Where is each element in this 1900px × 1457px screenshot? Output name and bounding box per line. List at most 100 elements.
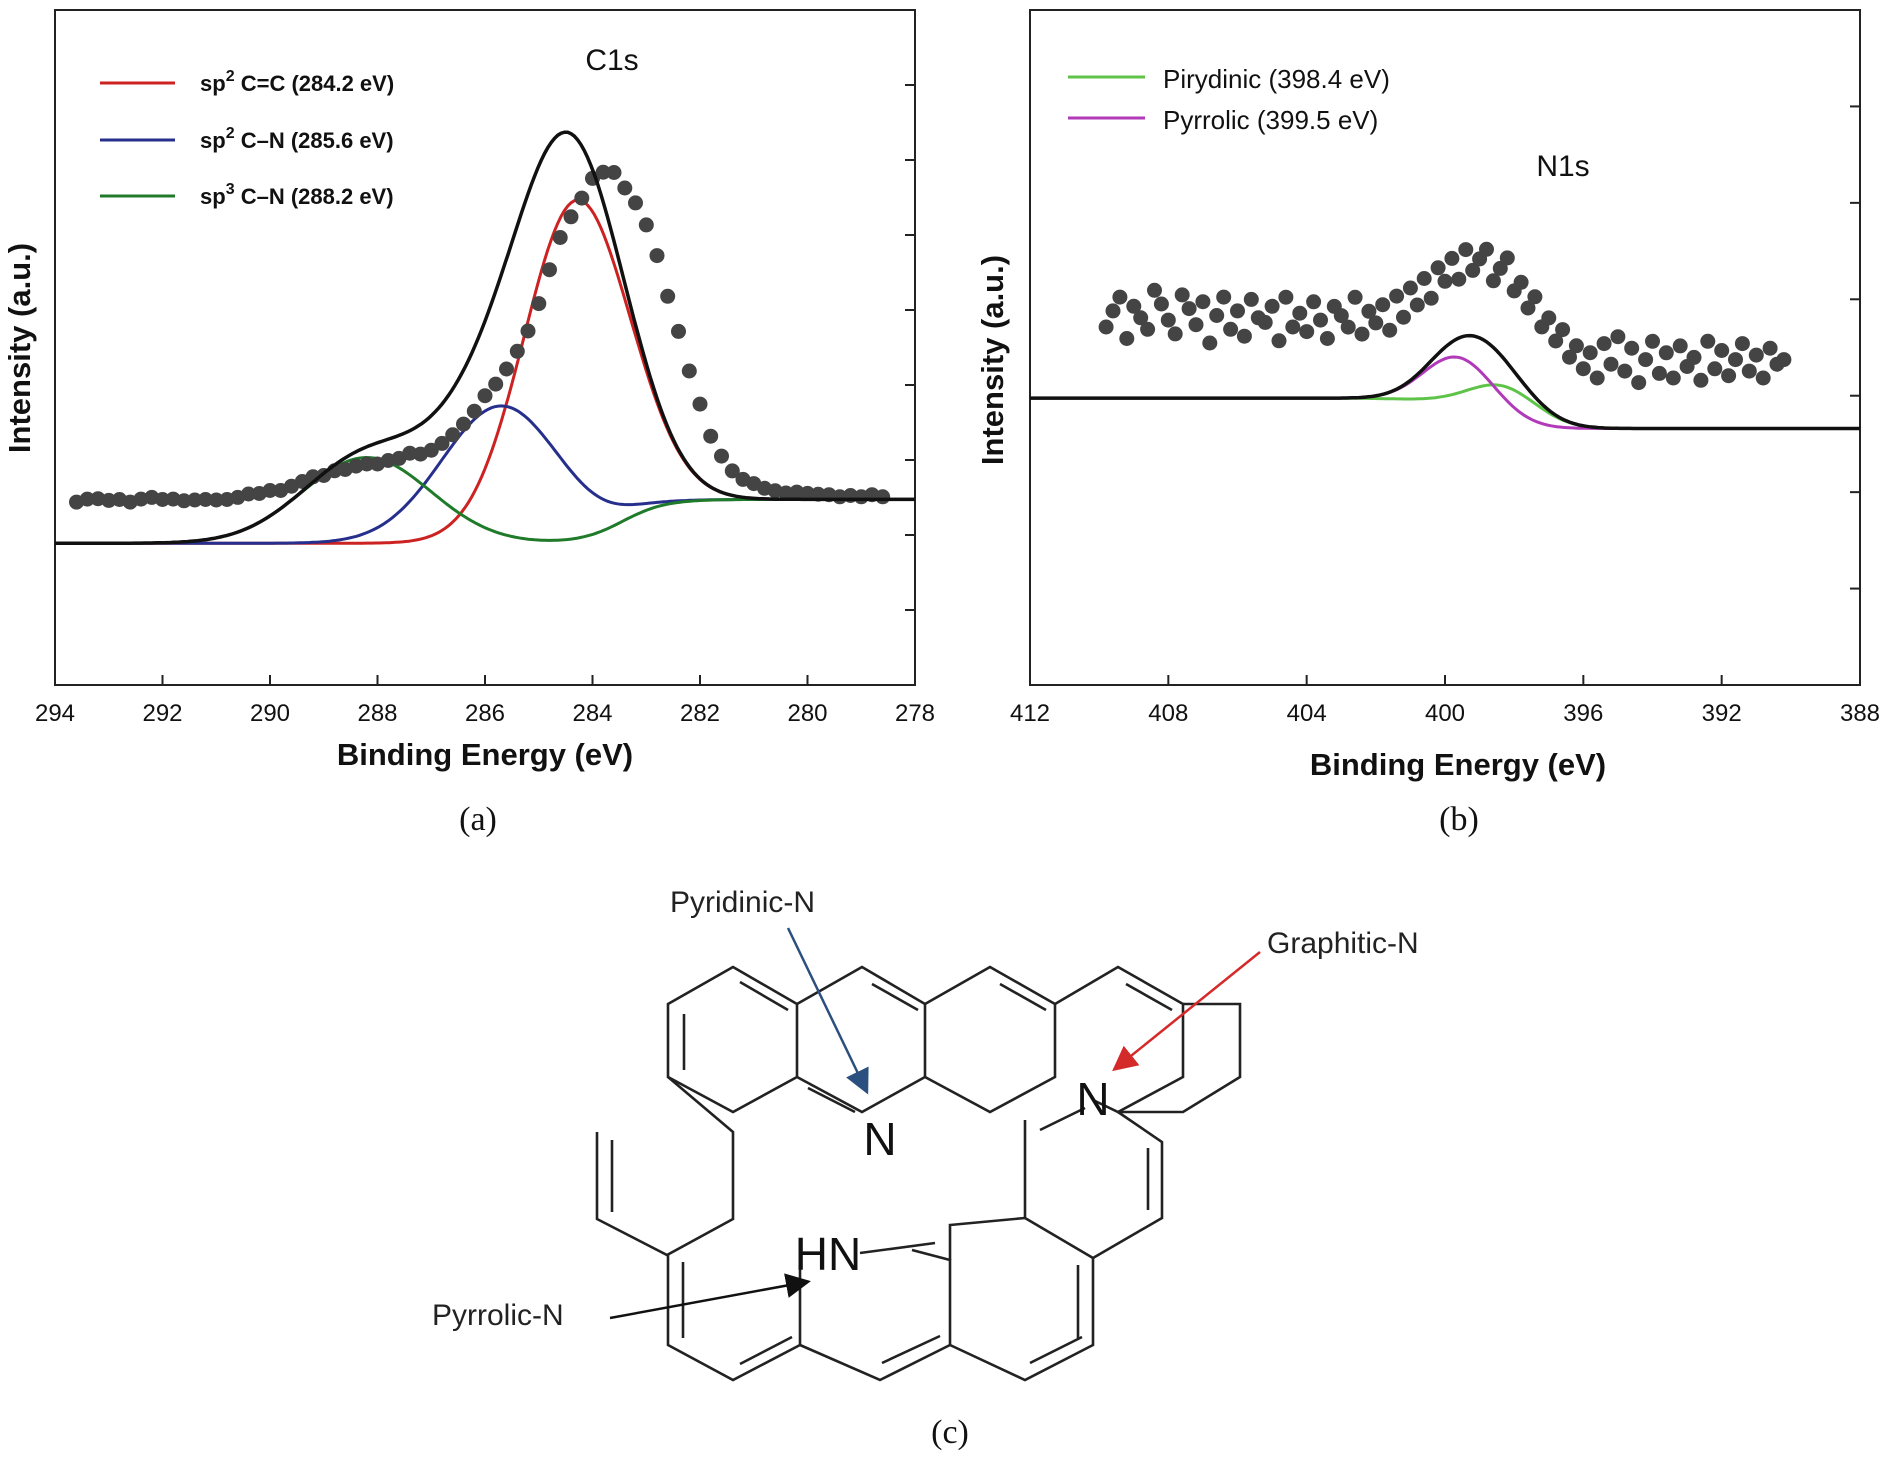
x-tick-label: 392 [1702,700,1742,727]
data-point [1638,352,1654,368]
data-point [1167,326,1183,342]
panel-b-ticks: 412 408 404 400 396 392 388 [1010,105,1880,727]
data-point [1458,242,1474,258]
x-tick-label: 294 [35,700,75,727]
data-point [1562,349,1577,365]
data-point [155,492,170,507]
caption-a: (a) [459,801,497,838]
atom-graphitic-n: N [1076,1073,1109,1125]
fit-envelope-curve [55,130,915,545]
data-point [1430,260,1446,276]
data-point [1444,250,1460,266]
x-tick-label: 288 [357,700,397,727]
data-point [1375,297,1391,313]
x-tick-label: 412 [1010,700,1050,727]
data-point [1776,352,1792,368]
data-point [1596,336,1612,352]
panel-a-plot-frame [54,9,916,686]
data-point [477,388,493,404]
fit-envelope-curve [1030,333,1860,431]
data-point [1465,262,1481,278]
data-point [1575,361,1591,377]
data-point [1306,294,1322,310]
data-point [1278,289,1294,305]
atom-pyrrolic-hn: HN [795,1228,861,1280]
data-point [499,361,514,377]
component-curve-0 [1030,383,1860,430]
data-point [359,456,375,472]
data-point [208,492,224,508]
data-point [1520,300,1536,316]
data-point [1105,303,1121,319]
data-point [1451,271,1467,287]
x-tick-label: 396 [1563,700,1603,727]
x-tick-label: 280 [787,700,827,727]
data-point [198,492,213,507]
data-point [1728,352,1743,368]
data-point [628,195,643,211]
data-point [1700,333,1716,349]
data-point [1347,289,1363,305]
data-point [681,363,697,379]
panel-b-ylabel: Intensity (a.u.) [975,255,1010,465]
data-point [1174,287,1190,303]
data-point [1555,322,1571,338]
data-point [724,463,740,479]
data-point [456,416,471,432]
x-tick-label: 408 [1148,700,1188,727]
data-point [875,489,891,505]
x-tick-label: 278 [895,700,935,727]
data-point [1153,296,1169,312]
data-point [574,190,590,206]
data-point [1133,310,1149,326]
data-point [606,165,622,180]
data-point [1236,328,1252,344]
x-tick-label: 292 [142,700,182,727]
data-point [520,323,536,339]
data-point [445,427,461,443]
data-point [1541,310,1557,326]
data-point [638,217,654,233]
data-point [1409,297,1425,313]
caption-b: (b) [1439,801,1479,838]
data-point [617,180,633,196]
data-point [1216,289,1232,305]
data-point [778,485,794,501]
atom-pyridinic-n: N [863,1113,896,1165]
data-point [1333,308,1349,324]
data-point [187,492,203,508]
data-point [1140,321,1156,337]
data-point [1748,347,1764,363]
data-point [1513,274,1529,290]
carbon-skeleton [595,965,1242,1382]
data-point [1714,343,1730,358]
annotation-pyrrolic-n: Pyrrolic-N [432,1299,564,1332]
data-point [1160,312,1176,328]
panel-a-title: C1s [585,44,638,77]
x-tick-label: 404 [1287,700,1327,727]
component-curve-1 [1030,355,1860,430]
data-point [1423,290,1439,306]
arrow-graphitic [1112,951,1261,1072]
panel-b-n1s: 412 408 404 400 396 392 388 N1s Binding Energy… [975,9,1880,782]
data-point [1209,308,1225,323]
data-point [1645,333,1660,349]
data-point [1119,331,1135,346]
data-point [1610,329,1626,345]
data-point [649,248,665,264]
annotation-graphitic-n: Graphitic-N [1267,927,1419,960]
data-point [1631,375,1647,391]
data-point [703,428,719,444]
data-point [1299,324,1315,340]
x-tick-label: 282 [680,700,720,727]
panel-c-structure: N N HN Pyridinic-N Graphitic-N Pyrrolic-… [432,886,1419,1382]
data-point [79,491,95,507]
arrow-pyrrolic [609,1273,811,1320]
data-point [1313,312,1328,328]
data-point [1181,301,1197,317]
data-point [1568,338,1584,354]
data-point [1223,321,1239,337]
data-point [1202,335,1218,351]
x-tick-label: 284 [572,700,612,727]
